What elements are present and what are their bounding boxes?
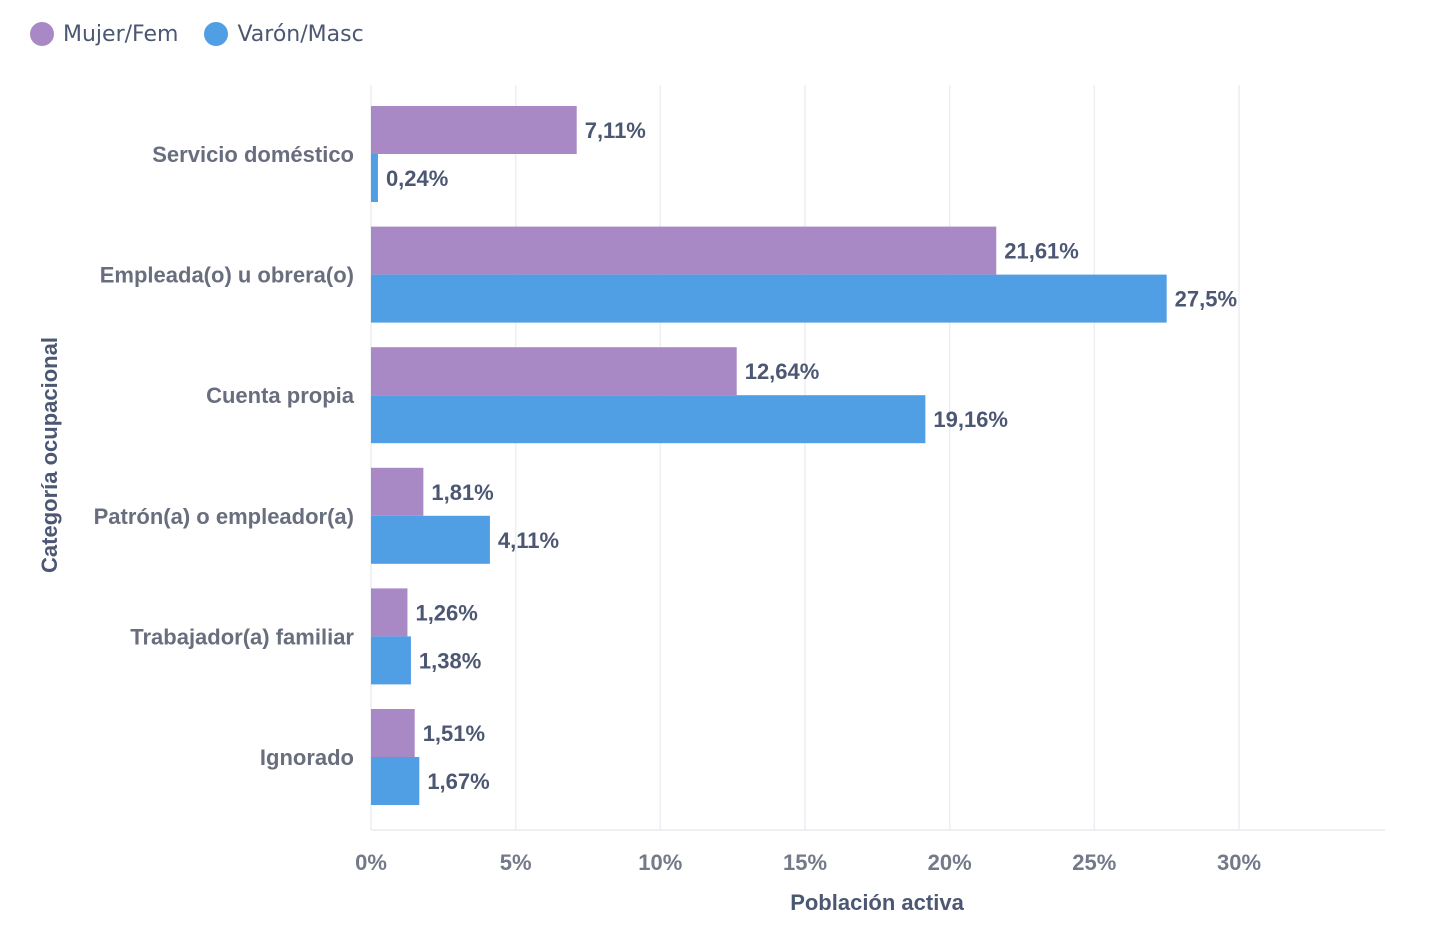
category-label: Servicio doméstico bbox=[152, 142, 354, 167]
labels-group: 0% 5% 10% 15% 20% 25% 30% Servicio doméstico 7,1… bbox=[94, 118, 1261, 875]
category-label: Empleada(o) u obrera(o) bbox=[100, 263, 354, 288]
bar-male[interactable] bbox=[371, 757, 420, 805]
category-label: Cuenta propia bbox=[206, 383, 355, 408]
category-label: Trabajador(a) familiar bbox=[130, 624, 354, 649]
y-axis-title: Categoría ocupacional bbox=[37, 337, 62, 573]
category-label: Patrón(a) o empleador(a) bbox=[94, 504, 354, 529]
legend-male-label: Varón/Masc bbox=[237, 21, 364, 47]
legend-male-swatch bbox=[204, 22, 229, 46]
data-label: 7,11% bbox=[585, 118, 646, 143]
bars-group bbox=[371, 106, 1167, 805]
bar-male[interactable] bbox=[371, 274, 1167, 323]
data-label: 12,64% bbox=[745, 359, 820, 384]
bar-female[interactable] bbox=[371, 709, 415, 757]
data-label: 1,38% bbox=[419, 648, 481, 673]
bar-male[interactable] bbox=[371, 636, 411, 685]
data-label: 4,11% bbox=[498, 528, 559, 553]
x-tick-label: 5% bbox=[500, 850, 532, 875]
data-label: 1,81% bbox=[431, 480, 493, 505]
data-label: 1,26% bbox=[415, 600, 477, 625]
legend-item-male[interactable]: Varón/Masc bbox=[204, 21, 364, 47]
bar-female[interactable] bbox=[371, 588, 408, 637]
data-label: 1,51% bbox=[423, 721, 485, 746]
x-tick-label: 30% bbox=[1217, 850, 1261, 875]
x-axis-title: Población activa bbox=[790, 890, 964, 915]
legend-female-swatch bbox=[30, 22, 54, 46]
category-label: Ignorado bbox=[260, 745, 354, 770]
bar-male[interactable] bbox=[371, 515, 490, 564]
bar-female[interactable] bbox=[371, 106, 577, 154]
bar-female[interactable] bbox=[371, 347, 737, 396]
data-label: 0,24% bbox=[386, 166, 448, 191]
gridlines bbox=[370, 85, 1385, 831]
bar-male[interactable] bbox=[371, 154, 378, 202]
data-label: 27,5% bbox=[1175, 287, 1237, 312]
data-label: 1,67% bbox=[427, 769, 489, 794]
x-tick-label: 25% bbox=[1072, 850, 1116, 875]
x-tick-label: 15% bbox=[783, 850, 827, 875]
data-label: 19,16% bbox=[933, 407, 1008, 432]
data-label: 21,61% bbox=[1004, 239, 1079, 264]
x-tick-label: 10% bbox=[638, 850, 682, 875]
chart-legend: Mujer/Fem Varón/Masc bbox=[30, 14, 364, 54]
bar-male[interactable] bbox=[371, 395, 926, 444]
bar-female[interactable] bbox=[371, 467, 424, 516]
x-tick-label: 0% bbox=[355, 850, 387, 875]
x-tick-label: 20% bbox=[928, 850, 972, 875]
legend-item-female[interactable]: Mujer/Fem bbox=[30, 22, 178, 47]
legend-female-label: Mujer/Fem bbox=[63, 21, 179, 47]
bar-female[interactable] bbox=[371, 226, 997, 275]
